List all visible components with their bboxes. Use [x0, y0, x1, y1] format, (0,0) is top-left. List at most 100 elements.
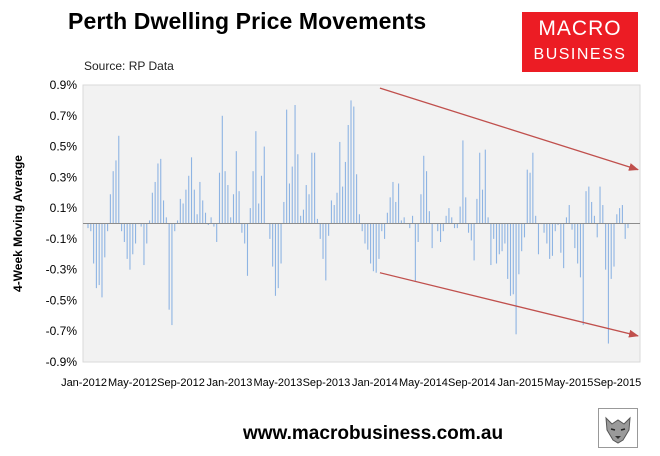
bar	[272, 223, 274, 267]
bar	[244, 223, 246, 244]
bar	[370, 223, 372, 264]
y-tick-label: 0.3%	[50, 170, 78, 184]
bar	[118, 135, 120, 224]
bar	[568, 205, 570, 224]
bar	[593, 215, 595, 224]
bar	[448, 208, 450, 224]
bar	[378, 223, 380, 259]
logo-line-1: MACRO	[538, 17, 622, 40]
bar	[176, 220, 179, 224]
bar	[579, 223, 581, 278]
bar	[185, 189, 187, 224]
bar	[451, 217, 453, 224]
bar	[280, 223, 282, 264]
bar	[300, 215, 302, 224]
bar	[367, 223, 369, 250]
bar	[392, 181, 394, 224]
bar	[109, 194, 111, 224]
bar	[207, 223, 209, 226]
x-tick-label: May-2014	[399, 377, 448, 389]
bar	[224, 171, 226, 224]
bar	[249, 208, 251, 224]
bar	[235, 151, 237, 224]
bar	[283, 201, 285, 224]
bar	[467, 223, 470, 233]
bar	[168, 223, 170, 310]
bar	[565, 217, 567, 224]
bar	[126, 223, 128, 259]
bar	[588, 186, 590, 224]
bar	[395, 201, 397, 224]
bar	[104, 223, 106, 258]
bar	[90, 223, 92, 232]
bar	[501, 223, 503, 252]
bar	[174, 223, 176, 232]
bar	[610, 223, 612, 279]
bar	[403, 217, 405, 224]
bar	[495, 223, 498, 264]
x-tick-label: Jan-2012	[61, 377, 107, 389]
bar	[342, 186, 344, 224]
bar	[213, 223, 215, 227]
bar	[431, 223, 433, 249]
wolf-emblem-icon	[598, 408, 638, 448]
bar	[160, 158, 162, 224]
bar	[599, 186, 601, 224]
bar	[487, 217, 489, 224]
bar	[347, 125, 349, 224]
bar	[336, 192, 338, 224]
bar	[344, 161, 346, 224]
macrobusiness-logo: MACRO BUSINESS	[522, 12, 638, 72]
bar	[353, 106, 355, 224]
bar	[291, 166, 293, 224]
bar	[294, 105, 296, 224]
bar	[333, 205, 335, 224]
bar	[428, 211, 430, 224]
x-tick-label: Jan-2014	[352, 377, 398, 389]
bar	[515, 223, 517, 335]
bar	[543, 223, 545, 233]
bar	[143, 223, 145, 266]
bar	[227, 185, 229, 224]
bar	[532, 152, 534, 224]
bar	[274, 223, 277, 296]
bar	[121, 223, 123, 232]
bar	[165, 217, 167, 224]
bar	[252, 171, 254, 224]
y-tick-label: 0.7%	[50, 109, 78, 123]
bar	[162, 200, 165, 224]
bar	[551, 223, 554, 256]
bar	[481, 189, 484, 224]
bar	[232, 194, 235, 224]
source-note: Source: RP Data	[84, 59, 174, 73]
bar	[560, 223, 562, 253]
bar	[504, 223, 506, 244]
bar	[311, 152, 313, 224]
bar	[140, 223, 142, 227]
bar	[470, 223, 472, 241]
bar	[445, 215, 447, 224]
bar	[216, 223, 218, 242]
bar	[188, 175, 190, 224]
bar	[442, 223, 444, 232]
bar	[241, 223, 243, 233]
bar	[286, 109, 288, 224]
bar	[260, 175, 263, 224]
bar	[258, 203, 260, 224]
bar	[459, 206, 461, 224]
bar	[146, 223, 148, 244]
bar	[87, 223, 89, 229]
x-tick-label: Jan-2015	[497, 377, 543, 389]
bar	[107, 223, 109, 232]
bar	[465, 197, 467, 224]
bar	[605, 223, 607, 270]
bar	[398, 183, 400, 224]
bar	[325, 223, 327, 281]
bar	[93, 223, 95, 264]
y-tick-label: -0.9%	[46, 355, 78, 369]
y-axis-title: 4-Week Moving Average	[11, 155, 25, 292]
bar	[350, 100, 352, 224]
bar	[476, 198, 478, 224]
bar	[529, 172, 531, 224]
